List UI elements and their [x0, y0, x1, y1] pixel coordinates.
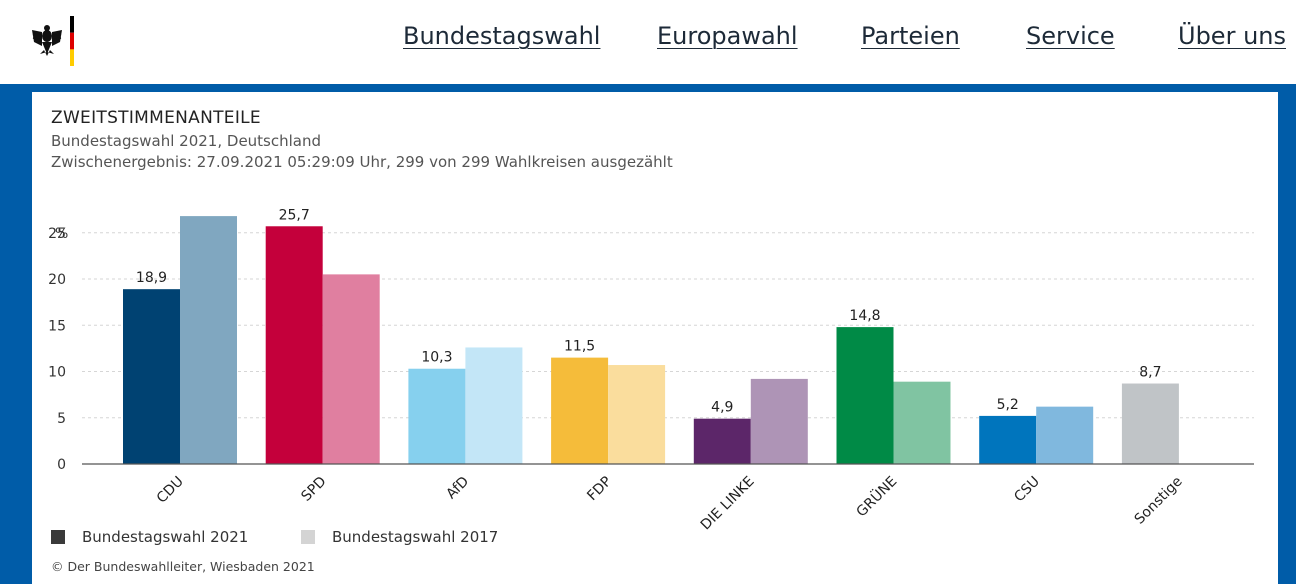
- bar-csu-2021: [979, 415, 1037, 464]
- bar-fdp-2017: [608, 365, 666, 464]
- data-label-grüne: 14,8: [849, 308, 880, 324]
- nav-ueber-uns[interactable]: Über uns: [1178, 22, 1286, 50]
- data-label-spd: 25,7: [279, 207, 310, 223]
- main-nav: Bundestagswahl Europawahl Parteien Servi…: [0, 22, 1296, 56]
- x-tick-label-grüne: GRÜNE: [852, 472, 900, 520]
- legend-item-2021[interactable]: Bundestagswahl 2021: [51, 528, 248, 546]
- bar-afd-2021: [408, 368, 466, 464]
- data-label-sonstige: 8,7: [1139, 365, 1161, 381]
- nav-service[interactable]: Service: [1026, 22, 1115, 50]
- chart-status: Zwischenergebnis: 27.09.2021 05:29:09 Uh…: [51, 153, 673, 171]
- y-tick-label-15: 15: [48, 318, 66, 334]
- bar-csu-2017: [1036, 406, 1094, 464]
- y-tick-label-25: 25: [48, 226, 66, 242]
- bar-die-linke-2017: [750, 378, 808, 464]
- x-tick-label-afd: AfD: [443, 474, 472, 503]
- bundesadler-logo[interactable]: [30, 16, 76, 66]
- legend-swatch-2017: [301, 530, 315, 544]
- chart-subtitle: Bundestagswahl 2021, Deutschland: [51, 132, 322, 150]
- x-tick-label-csu: CSU: [1011, 474, 1043, 506]
- data-label-fdp: 11,5: [564, 339, 595, 355]
- bar-fdp-2021: [551, 357, 609, 464]
- y-axis-unit: %: [55, 226, 68, 242]
- y-tick-label-20: 20: [48, 272, 66, 288]
- data-label-die-linke: 4,9: [711, 400, 733, 416]
- data-label-cdu: 18,9: [136, 270, 167, 286]
- nav-bundestagswahl[interactable]: Bundestagswahl: [403, 22, 601, 50]
- nav-europawahl[interactable]: Europawahl: [657, 22, 798, 50]
- x-tick-label-die-linke: DIE LINKE: [698, 474, 758, 534]
- bar-spd-2017: [322, 274, 380, 464]
- y-tick-label-10: 10: [48, 365, 66, 381]
- y-tick-label-0: 0: [57, 457, 66, 473]
- x-tick-label-cdu: CDU: [154, 474, 187, 507]
- legend-swatch-2021: [51, 530, 65, 544]
- x-tick-label-fdp: FDP: [584, 474, 615, 505]
- bar-grüne-2021: [836, 327, 894, 464]
- bar-grüne-2017: [893, 381, 951, 464]
- y-tick-label-5: 5: [57, 411, 66, 427]
- bar-cdu-2017: [180, 216, 237, 464]
- copyright-footer: © Der Bundeswahlleiter, Wiesbaden 2021: [51, 559, 315, 574]
- legend-label-2017: Bundestagswahl 2017: [332, 528, 499, 546]
- bar-die-linke-2021: [693, 418, 751, 464]
- bar-spd-2021: [265, 226, 323, 464]
- top-navigation-bar: Bundestagswahl Europawahl Parteien Servi…: [0, 0, 1296, 84]
- chart-panel: [32, 92, 1278, 584]
- legend-item-2017[interactable]: Bundestagswahl 2017: [301, 528, 498, 546]
- x-tick-label-spd: SPD: [298, 474, 329, 505]
- legend-label-2021: Bundestagswahl 2021: [82, 528, 249, 546]
- nav-parteien[interactable]: Parteien: [861, 22, 960, 50]
- chart-title: ZWEITSTIMMENANTEILE: [51, 108, 261, 128]
- bar-sonstige-2021: [1121, 383, 1179, 464]
- data-label-afd: 10,3: [421, 350, 452, 366]
- bar-afd-2017: [465, 347, 523, 464]
- x-tick-label-sonstige: Sonstige: [1132, 474, 1186, 528]
- bar-cdu-2021: [123, 289, 180, 464]
- data-label-csu: 5,2: [997, 397, 1019, 413]
